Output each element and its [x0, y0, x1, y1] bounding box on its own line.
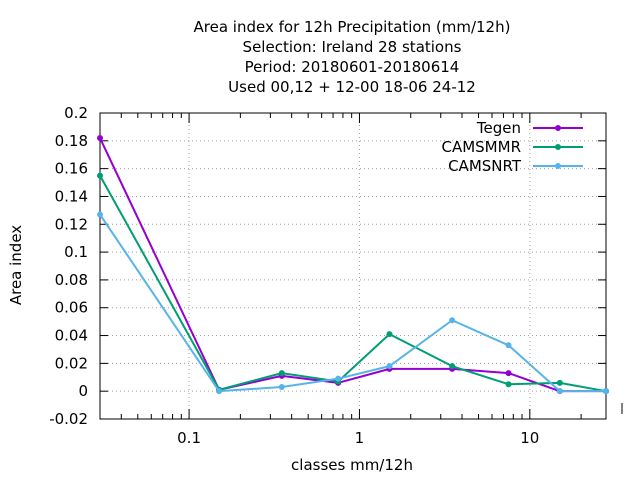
y-tick-label: 0.04: [55, 327, 88, 345]
data-point: [216, 388, 223, 395]
series-tegen: [97, 135, 609, 395]
title-line: Used 00,12 + 12-00 18-06 24-12: [228, 78, 476, 96]
data-point: [449, 363, 456, 370]
legend-marker: [555, 144, 561, 150]
data-point: [278, 370, 285, 377]
data-point: [556, 379, 563, 386]
x-tick-label: 1: [355, 429, 365, 447]
grid-layer: [100, 113, 606, 419]
data-point: [278, 384, 285, 391]
legend-label: Tegen: [476, 119, 521, 137]
y-tick-label: 0.18: [55, 132, 88, 150]
data-point: [335, 375, 342, 382]
legend-marker: [555, 125, 561, 131]
series-camsmmr: [97, 172, 609, 395]
data-point: [386, 331, 393, 338]
x-tick-label: 10: [520, 429, 539, 447]
data-point: [449, 317, 456, 324]
legend-marker: [555, 163, 561, 169]
data-point: [97, 172, 103, 179]
y-tick-label: 0.12: [55, 215, 88, 233]
series-camsnrt: [97, 211, 609, 395]
title-line: Period: 20180601-20180614: [245, 58, 460, 76]
legend-label: CAMSNRT: [448, 157, 522, 175]
y-tick-label: 0: [78, 382, 88, 400]
plot-frame: [99, 112, 607, 420]
data-point: [556, 388, 563, 395]
y-tick-label: -0.02: [49, 410, 88, 428]
y-tick-label: 0.16: [55, 160, 88, 178]
title-line: Selection: Ireland 28 stations: [243, 38, 462, 56]
y-tick-label: 0.06: [55, 299, 88, 317]
data-point: [505, 381, 512, 388]
x-tick-label: 0.1: [177, 429, 201, 447]
data-point: [603, 388, 609, 395]
y-tick-label: 0.08: [55, 271, 88, 289]
y-axis-label: Area index: [7, 225, 25, 305]
data-point: [505, 342, 512, 349]
y-tick-label: 0.1: [64, 243, 88, 261]
data-point: [505, 370, 512, 377]
y-tick-label: 0.2: [64, 104, 88, 122]
data-point: [97, 211, 103, 218]
data-point: [97, 135, 103, 142]
series-layer: [97, 135, 609, 395]
y-tick-label: 0.02: [55, 354, 88, 372]
legend-label: CAMSMMR: [441, 138, 521, 156]
data-point: [386, 363, 393, 370]
series-line: [99, 175, 607, 393]
y-tick-label: 0.14: [55, 187, 88, 205]
axis-layer: -0.02 0 0.02 0.04 0.06 0.08 0.1 0.12 0.14 0.16 0.1…: [49, 104, 623, 447]
title-line: Area index for 12h Precipitation (mm/12h…: [194, 18, 511, 36]
x-axis-label: classes mm/12h: [291, 456, 413, 474]
chart-title: Area index for 12h Precipitation (mm/12h…: [194, 18, 511, 96]
